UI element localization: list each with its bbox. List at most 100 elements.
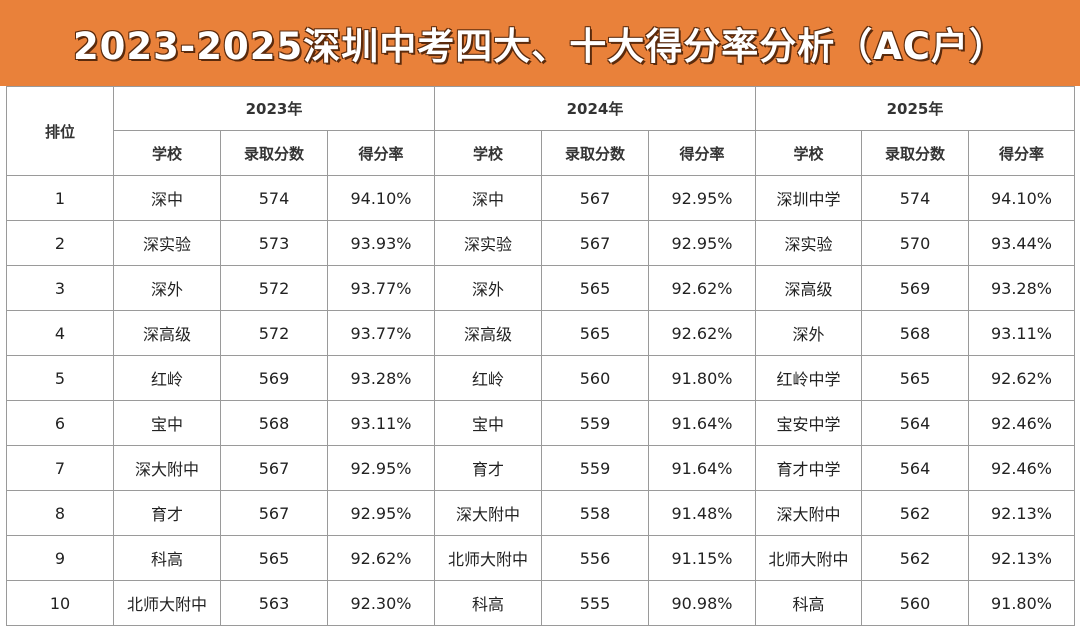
- rank-cell: 5: [6, 355, 114, 401]
- score-cell-2023: 573: [220, 220, 328, 266]
- score-cell-2023: 572: [220, 310, 328, 356]
- score-cell-2024: 565: [541, 310, 649, 356]
- rate-cell-2024: 92.95%: [648, 220, 756, 266]
- school-cell-2023: 深高级: [113, 310, 221, 356]
- score-cell-2025: 562: [861, 535, 969, 581]
- school-cell-2025: 深高级: [755, 265, 862, 311]
- year-header-row: 排位 2023年 2024年 2025年: [6, 86, 1075, 176]
- school-cell-2024: 深大附中: [434, 490, 542, 536]
- title-banner: 2023-2025深圳中考四大、十大得分率分析（AC户）: [0, 0, 1080, 86]
- table-row: 7 深大附中 567 92.95% 育才 559 91.64% 育才中学 564 92.46%: [6, 445, 1075, 491]
- score-table: 排位 2023年 2024年 2025年 学校 录取分数 得分率 学校 录取分数…: [6, 86, 1075, 626]
- score-cell-2025: 574: [861, 175, 969, 221]
- rate-cell-2023: 93.11%: [327, 400, 435, 446]
- school-cell-2023: 深外: [113, 265, 221, 311]
- score-cell-2024: 560: [541, 355, 649, 401]
- school-cell-2025: 深外: [755, 310, 862, 356]
- rate-cell-2025: 92.13%: [968, 535, 1075, 581]
- score-cell-2025: 565: [861, 355, 969, 401]
- score-cell-2023: 574: [220, 175, 328, 221]
- school-cell-2024: 红岭: [434, 355, 542, 401]
- rate-cell-2025: 92.13%: [968, 490, 1075, 536]
- score-cell-2023: 563: [220, 580, 328, 626]
- school-cell-2024: 深外: [434, 265, 542, 311]
- rate-cell-2023: 93.77%: [327, 310, 435, 356]
- score-cell-2025: 564: [861, 400, 969, 446]
- score-cell-2024: 567: [541, 175, 649, 221]
- rate-cell-2024: 91.64%: [648, 400, 756, 446]
- column-header-row: 学校 录取分数 得分率 学校 录取分数 得分率 学校 录取分数 得分率: [7, 130, 1075, 176]
- table-row: 5 红岭 569 93.28% 红岭 560 91.80% 红岭中学 565 92.62%: [6, 355, 1075, 401]
- rank-cell: 9: [6, 535, 114, 581]
- rank-cell: 2: [6, 220, 114, 266]
- rate-cell-2025: 94.10%: [968, 175, 1075, 221]
- score-cell-2023: 569: [220, 355, 328, 401]
- rank-cell: 10: [6, 580, 114, 626]
- score-cell-2025: 570: [861, 220, 969, 266]
- rank-cell: 1: [6, 175, 114, 221]
- rate-cell-2024: 91.48%: [648, 490, 756, 536]
- school-cell-2025: 科高: [755, 580, 862, 626]
- col-rate: 得分率: [327, 130, 435, 176]
- col-school: 学校: [755, 130, 862, 176]
- year-header-2024: 2024年: [434, 86, 756, 131]
- col-score: 录取分数: [861, 130, 969, 176]
- school-cell-2025: 深大附中: [755, 490, 862, 536]
- school-cell-2023: 红岭: [113, 355, 221, 401]
- col-school: 学校: [434, 130, 542, 176]
- score-cell-2023: 572: [220, 265, 328, 311]
- school-cell-2023: 北师大附中: [113, 580, 221, 626]
- rate-cell-2025: 93.28%: [968, 265, 1075, 311]
- rate-cell-2024: 92.62%: [648, 265, 756, 311]
- col-school: 学校: [113, 130, 221, 176]
- score-cell-2024: 559: [541, 400, 649, 446]
- school-cell-2023: 深实验: [113, 220, 221, 266]
- rate-cell-2023: 92.30%: [327, 580, 435, 626]
- score-cell-2023: 567: [220, 445, 328, 491]
- rate-cell-2025: 91.80%: [968, 580, 1075, 626]
- school-cell-2023: 育才: [113, 490, 221, 536]
- page-title: 2023-2025深圳中考四大、十大得分率分析（AC户）: [72, 25, 1008, 68]
- col-score: 录取分数: [541, 130, 649, 176]
- score-cell-2024: 558: [541, 490, 649, 536]
- table-row: 2 深实验 573 93.93% 深实验 567 92.95% 深实验 570 93.44%: [6, 220, 1075, 266]
- year-header-2025: 2025年: [755, 86, 1075, 131]
- school-cell-2023: 宝中: [113, 400, 221, 446]
- score-cell-2024: 559: [541, 445, 649, 491]
- score-cell-2025: 560: [861, 580, 969, 626]
- school-cell-2025: 宝安中学: [755, 400, 862, 446]
- school-cell-2025: 深圳中学: [755, 175, 862, 221]
- score-cell-2023: 568: [220, 400, 328, 446]
- score-cell-2024: 567: [541, 220, 649, 266]
- rate-cell-2023: 93.28%: [327, 355, 435, 401]
- school-cell-2024: 深高级: [434, 310, 542, 356]
- school-cell-2024: 深中: [434, 175, 542, 221]
- rate-cell-2024: 90.98%: [648, 580, 756, 626]
- rank-cell: 6: [6, 400, 114, 446]
- score-cell-2024: 555: [541, 580, 649, 626]
- rank-cell: 7: [6, 445, 114, 491]
- score-cell-2024: 565: [541, 265, 649, 311]
- school-cell-2025: 育才中学: [755, 445, 862, 491]
- school-cell-2025: 深实验: [755, 220, 862, 266]
- score-cell-2025: 562: [861, 490, 969, 536]
- score-cell-2023: 567: [220, 490, 328, 536]
- table-row: 9 科高 565 92.62% 北师大附中 556 91.15% 北师大附中 562 92.13%: [6, 535, 1075, 581]
- rate-cell-2025: 93.11%: [968, 310, 1075, 356]
- rate-cell-2025: 92.46%: [968, 400, 1075, 446]
- school-cell-2025: 红岭中学: [755, 355, 862, 401]
- col-rate: 得分率: [648, 130, 756, 176]
- school-cell-2023: 深大附中: [113, 445, 221, 491]
- rate-cell-2025: 92.46%: [968, 445, 1075, 491]
- school-cell-2023: 科高: [113, 535, 221, 581]
- table-row: 4 深高级 572 93.77% 深高级 565 92.62% 深外 568 93.11%: [6, 310, 1075, 356]
- table-row: 1 深中 574 94.10% 深中 567 92.95% 深圳中学 574 94.10%: [6, 175, 1075, 221]
- table-row: 6 宝中 568 93.11% 宝中 559 91.64% 宝安中学 564 92.46%: [6, 400, 1075, 446]
- rate-cell-2023: 93.93%: [327, 220, 435, 266]
- table-row: 8 育才 567 92.95% 深大附中 558 91.48% 深大附中 562 92.13%: [6, 490, 1075, 536]
- rate-cell-2024: 92.62%: [648, 310, 756, 356]
- rate-cell-2025: 93.44%: [968, 220, 1075, 266]
- year-header-2023: 2023年: [113, 86, 435, 131]
- rank-cell: 8: [6, 490, 114, 536]
- rate-cell-2023: 92.62%: [327, 535, 435, 581]
